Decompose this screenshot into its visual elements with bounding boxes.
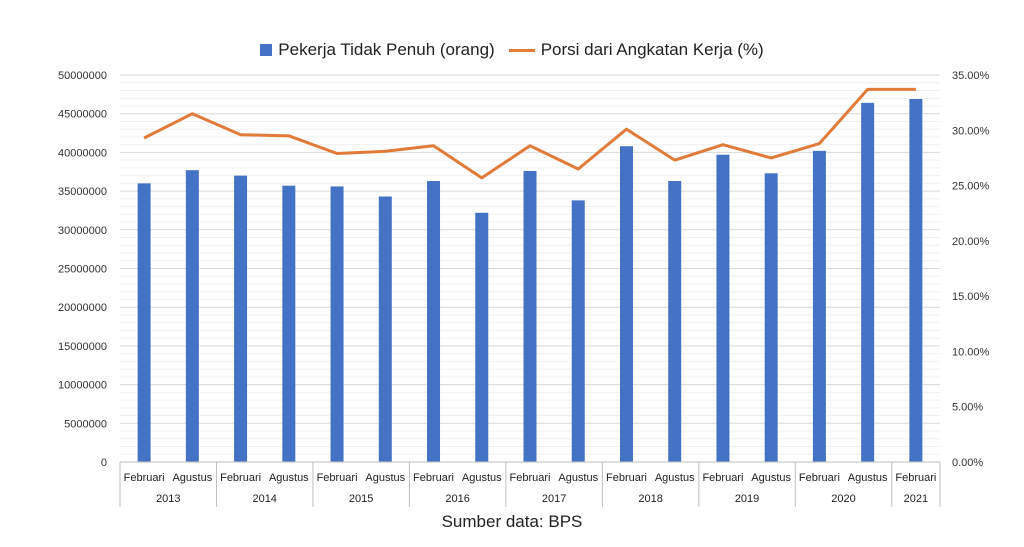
- y-left-tick-label: 20000000: [58, 302, 107, 314]
- bar-pekerja-tidak-penuh: [475, 212, 489, 462]
- y-left-tick-label: 50000000: [58, 70, 107, 82]
- x-tick-label: Agustus: [558, 472, 598, 484]
- year-label: 2018: [638, 493, 662, 505]
- bar-pekerja-tidak-penuh: [282, 185, 296, 462]
- x-tick-label: Februari: [317, 472, 358, 484]
- year-label: 2017: [542, 493, 566, 505]
- line-porsi-angkatan-kerja: [143, 87, 916, 180]
- y-left-tick-label: 35000000: [58, 186, 107, 198]
- y-left-tick-label: 45000000: [58, 109, 107, 121]
- legend-bar-label: Pekerja Tidak Penuh (orang): [278, 40, 495, 59]
- y-right-tick-label: 5.00%: [952, 402, 983, 414]
- x-tick-label: Februari: [413, 472, 454, 484]
- x-tick-label: Agustus: [172, 472, 212, 484]
- year-label: 2015: [349, 493, 373, 505]
- y-right-tick-label: 35.00%: [952, 70, 990, 82]
- bar-pekerja-tidak-penuh: [330, 186, 344, 462]
- bar-pekerja-tidak-penuh: [812, 150, 826, 463]
- y-right-tick-label: 15.00%: [952, 291, 990, 303]
- bar-pekerja-tidak-penuh: [668, 181, 682, 462]
- y-right-tick-label: 10.00%: [952, 346, 990, 358]
- x-tick-label: Agustus: [269, 472, 309, 484]
- x-tick-label: Februari: [606, 472, 647, 484]
- x-tick-label: Agustus: [751, 472, 791, 484]
- y-left-tick-label: 30000000: [58, 225, 107, 237]
- y-left-tick-label: 40000000: [58, 147, 107, 159]
- bar-pekerja-tidak-penuh: [909, 98, 923, 462]
- legend-item-bar: Pekerja Tidak Penuh (orang): [260, 40, 495, 60]
- x-tick-label: Februari: [702, 472, 743, 484]
- bar-pekerja-tidak-penuh: [716, 154, 730, 463]
- x-tick-label: Februari: [799, 472, 840, 484]
- legend-bar-swatch: [260, 44, 273, 56]
- year-label: 2019: [735, 493, 759, 505]
- x-tick-label: Agustus: [848, 472, 888, 484]
- legend-line-swatch: [508, 48, 535, 52]
- bar-pekerja-tidak-penuh: [619, 146, 633, 462]
- bar-pekerja-tidak-penuh: [571, 200, 585, 462]
- year-label: 2021: [904, 493, 928, 505]
- y-right-tick-label: 30.00%: [952, 125, 990, 137]
- year-label: 2014: [252, 493, 276, 505]
- y-left-tick-label: 25000000: [58, 264, 107, 276]
- x-tick-label: Februari: [895, 472, 936, 484]
- x-tick-label: Agustus: [365, 472, 405, 484]
- bar-pekerja-tidak-penuh: [861, 102, 875, 462]
- bar-pekerja-tidak-penuh: [523, 170, 537, 462]
- year-label: 2020: [831, 493, 855, 505]
- bar-pekerja-tidak-penuh: [764, 173, 778, 462]
- year-label: 2016: [445, 493, 469, 505]
- bar-pekerja-tidak-penuh: [234, 175, 248, 462]
- y-right-tick-label: 25.00%: [952, 181, 990, 193]
- y-right-tick-label: 20.00%: [952, 236, 990, 248]
- legend-item-line: Porsi dari Angkatan Kerja (%): [508, 40, 764, 60]
- source-note: Sumber data: BPS: [441, 512, 583, 531]
- x-tick-label: Agustus: [462, 472, 502, 484]
- x-tick-label: Agustus: [655, 472, 695, 484]
- bar-pekerja-tidak-penuh: [378, 196, 392, 462]
- x-tick-label: Februari: [124, 472, 165, 484]
- y-left-tick-label: 5000000: [64, 418, 107, 430]
- bar-pekerja-tidak-penuh: [137, 183, 151, 463]
- year-label: 2013: [156, 493, 180, 505]
- chart-legend: Pekerja Tidak Penuh (orang) Porsi dari A…: [0, 40, 1024, 60]
- y-left-tick-label: 0: [101, 457, 107, 469]
- bar-pekerja-tidak-penuh: [427, 181, 441, 462]
- y-right-tick-label: 0.00%: [952, 457, 983, 469]
- bar-pekerja-tidak-penuh: [185, 170, 199, 462]
- x-tick-label: Februari: [220, 472, 261, 484]
- legend-line-label: Porsi dari Angkatan Kerja (%): [540, 40, 764, 59]
- y-left-tick-label: 15000000: [58, 341, 107, 353]
- y-left-tick-label: 10000000: [58, 380, 107, 392]
- x-tick-label: Februari: [510, 472, 551, 484]
